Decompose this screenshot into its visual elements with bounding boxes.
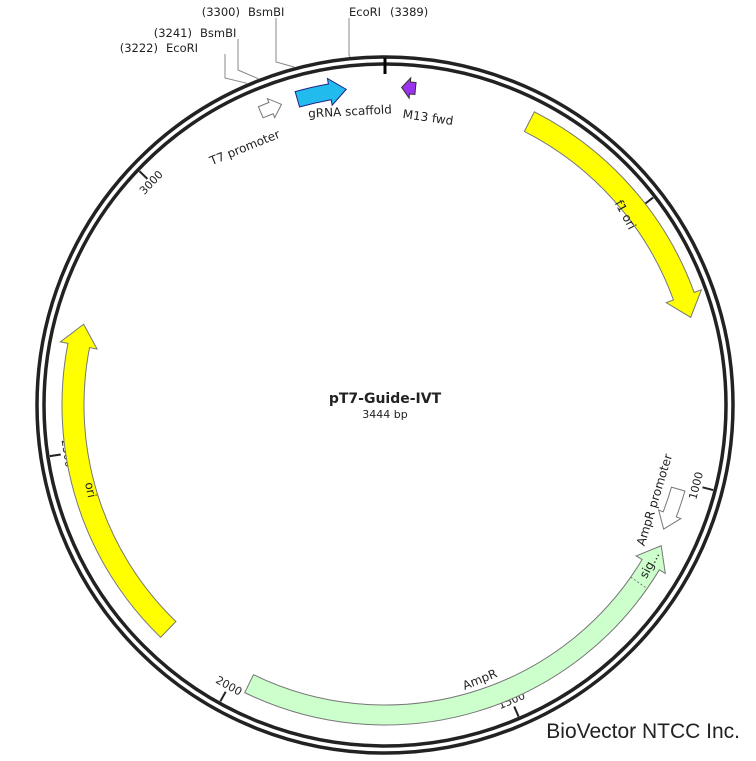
feature-divider — [630, 576, 648, 589]
feature-label: ori — [82, 481, 99, 499]
plasmid-length: 3444 bp — [362, 408, 407, 421]
feature-arrow — [244, 545, 666, 726]
enzyme-name: BsmBI — [200, 26, 236, 40]
feature-arrow — [657, 486, 686, 530]
tick-mark — [49, 453, 61, 458]
enzyme-position: (3389) — [390, 5, 428, 19]
plasmid-name: pT7-Guide-IVT — [329, 391, 442, 407]
enzyme-position: (3241) — [154, 26, 192, 40]
feature-arrow — [257, 97, 283, 119]
enzyme-leader — [237, 39, 259, 80]
feature-arrow — [400, 76, 417, 100]
feature-label: gRNA scaffold — [308, 102, 392, 120]
feature-label: M13 fwd — [402, 107, 454, 128]
tick-label: 2000 — [213, 674, 244, 699]
feature-arrow — [59, 323, 177, 639]
tick-label: 1000 — [686, 470, 706, 500]
enzyme-position: (3222) — [120, 41, 158, 55]
feature-arrow — [294, 77, 348, 108]
enzyme-name: BsmBI — [248, 5, 284, 19]
enzyme-leader — [348, 18, 351, 57]
feature-arrow — [523, 111, 703, 319]
enzyme-name: EcoRI — [349, 5, 381, 19]
tick-mark — [643, 196, 654, 206]
enzyme-position: (3300) — [202, 5, 240, 19]
tick-mark — [138, 170, 149, 180]
tick-mark — [219, 691, 227, 702]
tick-mark — [702, 486, 714, 492]
tick-mark — [513, 706, 520, 717]
enzyme-leader — [275, 18, 295, 68]
feature-label: T7 promoter — [207, 127, 282, 168]
backbone-outer — [35, 55, 735, 755]
enzyme-name: EcoRI — [166, 41, 198, 55]
watermark: BioVector NTCC Inc. — [546, 720, 740, 743]
enzyme-leader — [224, 54, 248, 84]
